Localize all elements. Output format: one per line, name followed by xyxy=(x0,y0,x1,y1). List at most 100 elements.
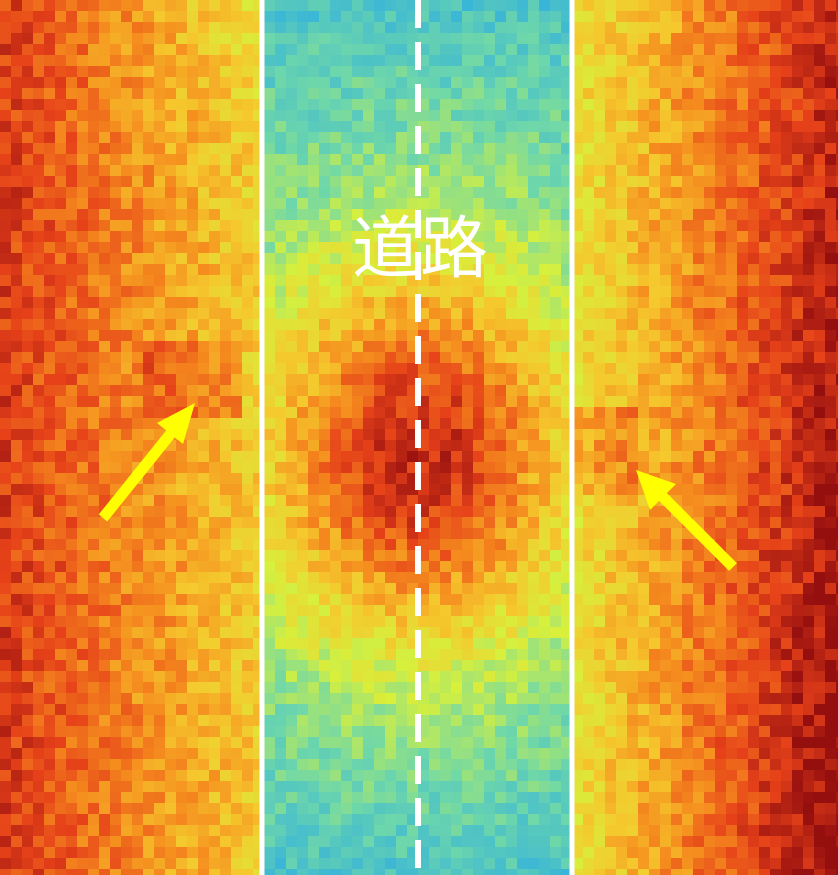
heatmap-cell xyxy=(385,396,396,407)
heatmap-cell xyxy=(187,352,198,363)
heatmap-cell xyxy=(396,154,407,165)
heatmap-cell xyxy=(473,550,484,561)
heatmap-cell xyxy=(121,649,132,660)
heatmap-cell xyxy=(726,572,737,583)
heatmap-cell xyxy=(704,594,715,605)
heatmap-cell xyxy=(341,77,352,88)
heatmap-cell xyxy=(341,605,352,616)
heatmap-cell xyxy=(187,143,198,154)
heatmap-cell xyxy=(748,33,759,44)
heatmap-cell xyxy=(814,352,825,363)
heatmap-cell xyxy=(693,220,704,231)
heatmap-cell xyxy=(110,11,121,22)
heatmap-cell xyxy=(451,242,462,253)
heatmap-cell xyxy=(22,418,33,429)
heatmap-cell xyxy=(825,550,836,561)
heatmap-cell xyxy=(792,660,803,671)
heatmap-cell xyxy=(616,682,627,693)
heatmap-cell xyxy=(154,286,165,297)
heatmap-cell xyxy=(275,231,286,242)
heatmap-cell xyxy=(209,374,220,385)
heatmap-cell xyxy=(55,561,66,572)
heatmap-cell xyxy=(55,462,66,473)
heatmap-cell xyxy=(297,286,308,297)
heatmap-cell xyxy=(638,693,649,704)
heatmap-cell xyxy=(440,231,451,242)
heatmap-cell xyxy=(594,550,605,561)
heatmap-cell xyxy=(176,99,187,110)
heatmap-cell xyxy=(792,671,803,682)
heatmap-cell xyxy=(264,198,275,209)
heatmap-cell xyxy=(715,264,726,275)
heatmap-cell xyxy=(836,132,838,143)
heatmap-cell xyxy=(209,77,220,88)
heatmap-cell xyxy=(517,297,528,308)
heatmap-cell xyxy=(286,506,297,517)
heatmap-cell xyxy=(715,77,726,88)
heatmap-cell xyxy=(550,187,561,198)
heatmap-cell xyxy=(396,363,407,374)
heatmap-cell xyxy=(605,143,616,154)
heatmap-cell xyxy=(66,319,77,330)
heatmap-cell xyxy=(462,616,473,627)
heatmap-cell xyxy=(242,341,253,352)
heatmap-cell xyxy=(781,451,792,462)
heatmap-cell xyxy=(363,330,374,341)
heatmap-cell xyxy=(726,605,737,616)
heatmap-cell xyxy=(396,44,407,55)
heatmap-cell xyxy=(220,385,231,396)
heatmap-cell xyxy=(253,220,264,231)
heatmap-cell xyxy=(330,429,341,440)
heatmap-cell xyxy=(220,572,231,583)
heatmap-cell xyxy=(583,517,594,528)
heatmap-cell xyxy=(110,165,121,176)
heatmap-cell xyxy=(605,385,616,396)
heatmap-cell xyxy=(759,550,770,561)
heatmap-cell xyxy=(11,99,22,110)
heatmap-cell xyxy=(429,55,440,66)
heatmap-cell xyxy=(286,0,297,11)
heatmap-cell xyxy=(748,616,759,627)
heatmap-cell xyxy=(88,66,99,77)
heatmap-cell xyxy=(154,363,165,374)
heatmap-cell xyxy=(572,0,583,11)
heatmap-cell xyxy=(330,220,341,231)
heatmap-cell xyxy=(121,440,132,451)
heatmap-cell xyxy=(770,176,781,187)
heatmap-cell xyxy=(11,308,22,319)
heatmap-cell xyxy=(792,374,803,385)
heatmap-cell xyxy=(363,242,374,253)
heatmap-cell xyxy=(484,154,495,165)
heatmap-cell xyxy=(44,550,55,561)
heatmap-cell xyxy=(297,231,308,242)
heatmap-cell xyxy=(88,418,99,429)
heatmap-cell xyxy=(484,11,495,22)
heatmap-cell xyxy=(33,638,44,649)
heatmap-cell xyxy=(671,407,682,418)
heatmap-cell xyxy=(462,176,473,187)
heatmap-cell xyxy=(264,583,275,594)
heatmap-cell xyxy=(704,66,715,77)
heatmap-cell xyxy=(231,473,242,484)
heatmap-cell xyxy=(363,385,374,396)
heatmap-cell xyxy=(572,264,583,275)
heatmap-cell xyxy=(220,396,231,407)
heatmap-cell xyxy=(99,253,110,264)
heatmap-cell xyxy=(693,176,704,187)
heatmap-cell xyxy=(253,693,264,704)
heatmap-cell xyxy=(55,693,66,704)
heatmap-cell xyxy=(473,308,484,319)
heatmap-cell xyxy=(693,319,704,330)
heatmap-cell xyxy=(286,671,297,682)
heatmap-cell xyxy=(451,517,462,528)
heatmap-cell xyxy=(484,341,495,352)
heatmap-cell xyxy=(550,165,561,176)
heatmap-cell xyxy=(814,132,825,143)
heatmap-cell xyxy=(0,77,11,88)
heatmap-cell xyxy=(572,187,583,198)
heatmap-cell xyxy=(198,286,209,297)
heatmap-cell xyxy=(429,550,440,561)
heatmap-cell xyxy=(418,88,429,99)
heatmap-cell xyxy=(825,165,836,176)
heatmap-cell xyxy=(407,55,418,66)
